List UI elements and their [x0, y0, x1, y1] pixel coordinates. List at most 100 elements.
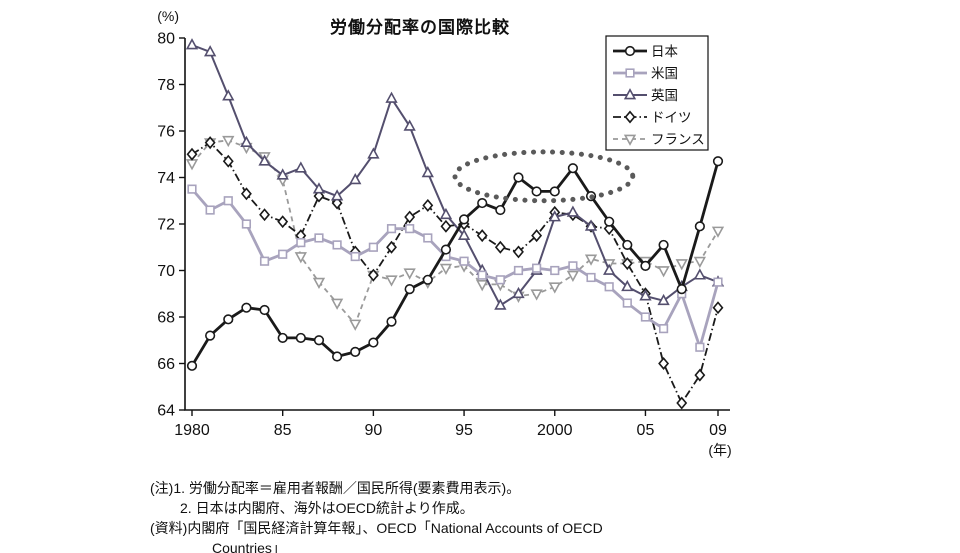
series-line-germany	[191, 141, 719, 405]
y-tick-label: 74	[157, 170, 175, 187]
data-marker-triangle-down	[403, 268, 416, 280]
data-marker-diamond	[712, 301, 724, 315]
data-marker-triangle-up	[349, 172, 362, 185]
x-tick-label: 85	[274, 422, 292, 439]
data-marker-circle	[350, 346, 361, 357]
data-marker-diamond	[476, 229, 488, 243]
data-marker-diamond	[494, 240, 506, 254]
x-tick-label: 09	[709, 422, 727, 439]
data-marker-square	[259, 256, 270, 266]
data-marker-circle	[386, 316, 397, 327]
data-marker-circle	[205, 330, 216, 341]
data-marker-triangle-up	[512, 286, 525, 299]
data-marker-triangle-up	[367, 147, 380, 159]
data-marker-triangle-up	[693, 268, 707, 280]
data-marker-diamond	[313, 189, 325, 203]
y-tick-label: 64	[157, 403, 175, 420]
data-marker-triangle-up	[584, 219, 598, 231]
data-marker-diamond	[621, 257, 633, 270]
data-marker-square	[658, 324, 669, 334]
data-marker-triangle-up	[185, 38, 199, 50]
data-marker-triangle-down	[548, 282, 561, 294]
note-line-3: (資料)内閣府「国民経済計算年報」、OECD「National Accounts…	[150, 520, 603, 536]
data-marker-circle	[712, 156, 724, 167]
data-marker-circle	[422, 274, 433, 285]
data-marker-circle	[604, 216, 615, 227]
data-marker-circle	[277, 332, 288, 344]
data-marker-triangle-down	[349, 319, 362, 331]
data-marker-square	[495, 275, 505, 285]
data-marker-circle	[223, 314, 234, 325]
series-japan	[186, 156, 724, 371]
data-marker-triangle-up	[623, 88, 637, 100]
data-marker-square	[459, 256, 469, 266]
data-marker-square	[296, 238, 306, 248]
data-marker-triangle-down	[566, 270, 580, 283]
y-axis-unit-label: (%)	[157, 8, 179, 24]
data-marker-diamond	[676, 396, 688, 410]
data-marker-circle	[676, 284, 687, 295]
y-tick-label: 66	[157, 356, 175, 373]
data-marker-square	[622, 298, 632, 308]
data-marker-diamond	[624, 110, 636, 124]
data-marker-triangle-down	[711, 226, 725, 238]
data-marker-circle	[658, 239, 669, 251]
data-marker-triangle-down	[675, 259, 688, 271]
legend-label-us: 米国	[651, 66, 678, 81]
data-marker-diamond	[694, 368, 706, 382]
legend-label-germany: ドイツ	[651, 110, 692, 125]
y-tick-label: 72	[157, 217, 175, 234]
data-marker-circle	[368, 337, 379, 348]
data-marker-square	[350, 251, 360, 262]
line-chart: 64 66 68 70 72 74 76 78 80 (%) 1980 85 90 95 2000 05 09 (…	[157, 8, 731, 458]
data-marker-triangle-up	[639, 289, 652, 301]
data-marker-triangle-up	[258, 154, 271, 166]
data-marker-triangle-up	[276, 168, 289, 180]
data-marker-triangle-down	[657, 266, 670, 278]
data-marker-diamond	[331, 196, 343, 210]
data-marker-circle	[622, 239, 633, 251]
data-marker-triangle-up	[548, 210, 561, 222]
data-marker-triangle-up	[330, 189, 344, 201]
data-marker-square	[241, 219, 252, 229]
data-marker-square	[477, 270, 487, 280]
data-marker-triangle-up	[603, 263, 616, 275]
data-marker-square	[223, 196, 233, 206]
data-marker-triangle-up	[312, 182, 326, 194]
data-marker-square	[513, 265, 524, 276]
data-marker-diamond	[404, 210, 416, 224]
data-marker-circle	[549, 186, 560, 197]
data-marker-diamond	[440, 219, 452, 233]
data-marker-square	[586, 272, 596, 283]
legend-item-france: フランス	[613, 132, 705, 147]
x-tick-label: 1980	[174, 422, 210, 439]
data-marker-circle	[624, 45, 636, 57]
legend-label-france: フランス	[651, 132, 705, 147]
data-marker-diamond	[513, 245, 524, 259]
x-tick-label: 2000	[537, 422, 573, 439]
data-marker-square	[423, 233, 433, 243]
series-us	[187, 184, 723, 352]
data-marker-triangle-down	[623, 134, 637, 146]
data-marker-triangle-up	[657, 293, 670, 306]
note-line-1: (注)1. 労働分配率＝雇用者報酬／国民所得(要素費用表示)。	[150, 480, 521, 496]
data-marker-triangle-up	[203, 45, 217, 57]
series-germany	[186, 136, 724, 410]
legend-label-uk: 英国	[651, 87, 678, 103]
data-marker-circle	[640, 260, 651, 271]
data-marker-triangle-down	[222, 135, 235, 148]
data-marker-circle	[313, 335, 325, 346]
data-marker-triangle-down	[385, 275, 398, 287]
data-marker-square	[368, 242, 378, 252]
legend-item-uk: 英国	[613, 87, 678, 103]
legend-item-japan: 日本	[613, 44, 679, 59]
x-tick-label: 95	[455, 422, 473, 439]
data-marker-square	[205, 205, 215, 215]
data-marker-diamond	[367, 268, 379, 282]
data-marker-circle	[513, 172, 524, 183]
data-marker-triangle-down	[476, 280, 489, 292]
data-marker-square	[550, 265, 560, 276]
data-marker-triangle-up	[494, 298, 507, 310]
data-marker-circle	[694, 221, 705, 232]
